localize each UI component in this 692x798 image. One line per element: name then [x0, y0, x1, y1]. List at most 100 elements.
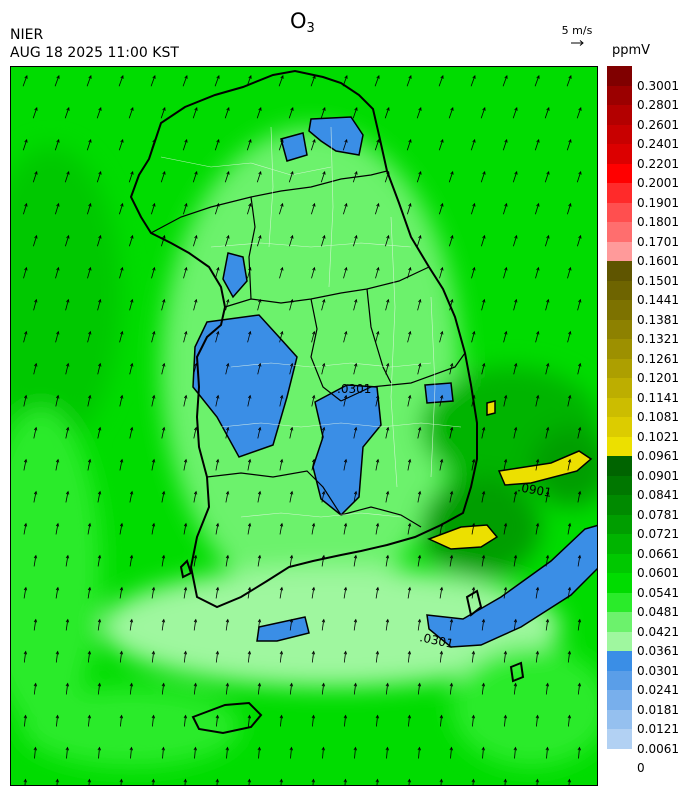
color-scale-label: 0.1381: [637, 312, 679, 327]
agency-label: NIER: [10, 27, 44, 43]
wind-vector: [215, 586, 220, 599]
wind-vector: [417, 298, 422, 311]
wind-vector: [215, 778, 219, 785]
wind-vector: [32, 170, 38, 183]
low-ozone-area-southwest: [256, 616, 310, 642]
wind-vector: [545, 618, 550, 631]
wind-vector: [407, 586, 412, 599]
color-scale-segment: [607, 592, 632, 613]
wind-vector: [225, 746, 229, 759]
wind-vector: [311, 714, 316, 727]
wind-vector: [129, 746, 133, 759]
wind-vector: [513, 298, 518, 311]
color-scale-segment: [607, 553, 632, 574]
wind-vector: [215, 266, 220, 279]
wind-vector: [384, 170, 390, 183]
wind-vector: [353, 426, 358, 439]
color-scale-segment: [607, 670, 632, 691]
wind-vector: [64, 170, 70, 183]
wind-vector: [385, 426, 390, 439]
wind-vector: [503, 714, 508, 727]
wind-vector: [23, 394, 28, 407]
wind-vector: [567, 714, 572, 727]
wind-vector: [535, 202, 540, 215]
color-scale-segment: [607, 183, 632, 203]
wind-vector: [55, 458, 60, 471]
wind-vector: [513, 426, 518, 439]
wind-vector: [577, 426, 582, 439]
wind-vector: [161, 618, 166, 631]
wind-vector: [119, 458, 124, 471]
wind-vector: [385, 746, 389, 759]
wind-vector: [375, 266, 380, 279]
wind-vector: [119, 714, 124, 727]
wind-vector: [471, 266, 476, 279]
wind-vector: [97, 362, 102, 375]
contour-label-east-sea: .0901: [516, 480, 552, 500]
wind-vector: [321, 298, 326, 311]
wind-vector: [375, 522, 380, 535]
color-scale-label: 0.0061: [637, 741, 679, 756]
wind-vector: [183, 522, 188, 535]
wind-vector: [407, 394, 412, 407]
wind-vector: [471, 330, 476, 343]
wind-vector: [352, 170, 358, 183]
color-scale-label: 0.0361: [637, 644, 679, 658]
wind-vector: [257, 618, 262, 631]
color-scale-segment: [607, 144, 632, 164]
wind-vector: [449, 234, 454, 247]
color-scale-label: 0.2801: [637, 98, 679, 112]
wind-vector: [23, 202, 28, 215]
wind-vector: [321, 554, 326, 567]
wind-vector: [449, 746, 453, 759]
wind-vector: [471, 714, 476, 727]
wind-vector: [65, 362, 70, 375]
wind-vector: [289, 298, 294, 311]
wind-vector: [278, 138, 284, 151]
wind-vector: [375, 650, 380, 663]
wind-vector: [439, 586, 444, 599]
wind-vector: [55, 266, 60, 279]
wind-vector: [375, 394, 380, 407]
wind-vector: [225, 234, 230, 247]
wind-vector: [321, 746, 325, 759]
wind-vector: [214, 138, 220, 151]
color-scale-segment: [607, 280, 632, 301]
wind-vector: [33, 618, 38, 631]
wind-vector: [183, 394, 188, 407]
wind-vector: [289, 362, 294, 375]
wind-vector: [417, 426, 422, 439]
wind-vector: [535, 650, 540, 663]
wind-vector: [193, 554, 198, 567]
wind-vector: [343, 394, 348, 407]
color-scale-segment: [607, 300, 632, 320]
color-scale-segment: [607, 495, 632, 515]
wind-vector: [247, 586, 252, 599]
wind-vector: [375, 586, 380, 599]
wind-vector: [129, 490, 134, 503]
wind-vector: [545, 490, 550, 503]
wind-vector: [192, 170, 198, 183]
wind-vector: [503, 778, 507, 785]
wind-vector: [407, 266, 412, 279]
color-scale-segment: [607, 436, 632, 457]
wind-vector: [183, 458, 188, 471]
wind-vector: [545, 746, 549, 759]
wind-vector: [33, 362, 38, 375]
wind-vector: [65, 618, 70, 631]
wind-vector: [279, 330, 284, 343]
wind-vector: [225, 362, 230, 375]
color-scale-label: 0.0721: [637, 527, 679, 541]
wind-vector: [439, 202, 444, 215]
wind-vector: [87, 458, 92, 471]
color-scale-segment: [607, 573, 632, 593]
wind-vector: [513, 618, 518, 631]
contour-labels: .0301 .0301 .0901: [337, 382, 553, 651]
wind-vector: [577, 554, 582, 567]
low-ozone-area-north: [280, 132, 308, 162]
chart-title: O3: [290, 9, 315, 41]
wind-vector: [439, 714, 444, 727]
wind-reference-arrow: [571, 40, 584, 46]
high-ozone-area-east-sea: [497, 450, 593, 486]
wind-vector: [321, 234, 326, 247]
